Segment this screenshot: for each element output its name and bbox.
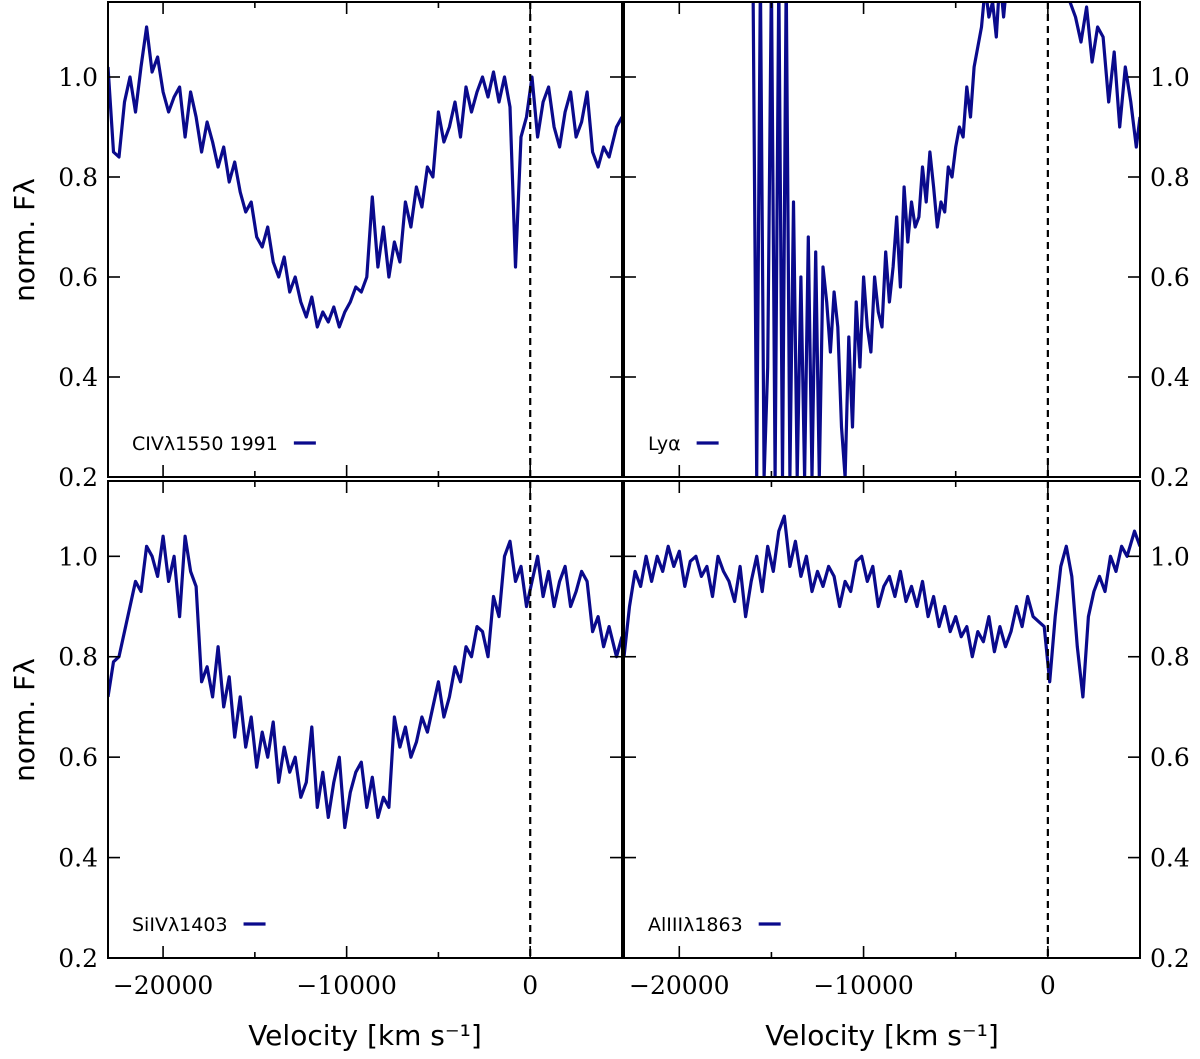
panel-civ: 0.2 0.4 0.6 0.8 1.0 CIVλ1550 1991 — [58, 1, 623, 492]
y-tick-label: 0.2 — [58, 944, 98, 973]
y-tick-label: 0.8 — [1150, 163, 1190, 192]
y-tick-label: 0.6 — [1150, 263, 1190, 292]
y-tick-label: 0.4 — [58, 844, 98, 873]
panel-frame-aliii — [623, 480, 1141, 959]
legend-label-lya: Lyα — [648, 433, 681, 455]
legend-label-aliii: AlIIIλ1863 — [648, 914, 743, 936]
y-tick-label: 0.8 — [1150, 643, 1190, 672]
panel-frame-lya — [623, 1, 1141, 478]
panel-frame-civ — [107, 1, 623, 478]
series-line-aliii — [624, 514, 1140, 699]
legend-label-civ: CIVλ1550 1991 — [132, 433, 278, 455]
y-tick-label: 0.8 — [58, 643, 98, 672]
y-tick-label: 0.4 — [1150, 844, 1190, 873]
legend-label-siiv: SiIVλ1403 — [132, 914, 228, 936]
labels-layer: norm. Fλ norm. Fλ Velocity [km s⁻¹] Velo… — [8, 178, 999, 1052]
panel-siiv: 0.2 0.4 0.6 0.8 1.0 −20000 −10000 0 SiIVλ1403 — [58, 480, 623, 1000]
y-tick-label: 0.2 — [1150, 463, 1190, 492]
y-axis-label-bottom: norm. Fλ — [8, 658, 41, 782]
y-tick-label: 1.0 — [58, 63, 98, 92]
y-tick-label: 0.6 — [58, 743, 98, 772]
y-axis-label-top: norm. Fλ — [8, 178, 41, 302]
x-tick-label: −10000 — [296, 971, 396, 1000]
y-tick-label: 0.4 — [58, 363, 98, 392]
x-tick-label: −20000 — [629, 971, 729, 1000]
y-tick-label: 1.0 — [58, 542, 98, 571]
y-tick-label: 0.8 — [58, 163, 98, 192]
panels-layer: 0.2 0.4 0.6 0.8 1.0 CIVλ1550 1991 0.2 0.4 0.6 0.8… — [58, 1, 1190, 1000]
y-tick-label: 0.2 — [58, 463, 98, 492]
y-tick-label: 1.0 — [1150, 63, 1190, 92]
x-tick-label: −20000 — [113, 971, 213, 1000]
y-tick-label: 0.6 — [1150, 743, 1190, 772]
y-tick-label: 0.4 — [1150, 363, 1190, 392]
x-tick-label: 0 — [522, 971, 538, 1000]
panel-frame-siiv — [107, 480, 623, 959]
x-tick-label: 0 — [1040, 971, 1056, 1000]
y-tick-label: 1.0 — [1150, 542, 1190, 571]
series-line-civ — [108, 25, 622, 329]
series-line-siiv — [108, 534, 622, 830]
panel-aliii: 0.2 0.4 0.6 0.8 1.0 −20000 −10000 0 AlIIIλ1863 — [623, 480, 1190, 1000]
x-tick-label: −10000 — [813, 971, 913, 1000]
panel-lya: 0.2 0.4 0.6 0.8 1.0 Lyα — [623, 1, 1190, 492]
y-tick-label: 0.2 — [1150, 944, 1190, 973]
x-axis-label-left: Velocity [km s⁻¹] — [248, 1019, 482, 1052]
y-tick-label: 0.6 — [58, 263, 98, 292]
series-line-lya — [751, 2, 1140, 477]
x-axis-label-right: Velocity [km s⁻¹] — [765, 1019, 999, 1052]
